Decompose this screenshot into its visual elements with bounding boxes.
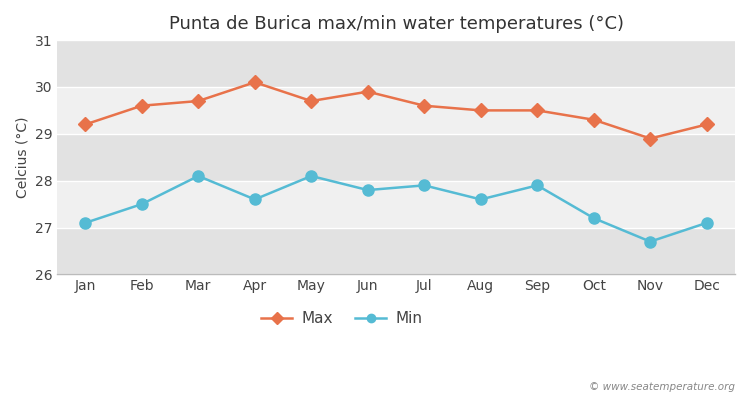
Bar <box>57 87 735 134</box>
Text: © www.seatemperature.org: © www.seatemperature.org <box>589 382 735 392</box>
Title: Punta de Burica max/min water temperatures (°C): Punta de Burica max/min water temperatur… <box>169 15 623 33</box>
Bar <box>57 181 735 228</box>
Bar <box>57 134 735 181</box>
Bar <box>57 228 735 274</box>
Legend: Max, Min: Max, Min <box>255 305 428 332</box>
Bar <box>57 40 735 87</box>
Y-axis label: Celcius (°C): Celcius (°C) <box>15 116 29 198</box>
